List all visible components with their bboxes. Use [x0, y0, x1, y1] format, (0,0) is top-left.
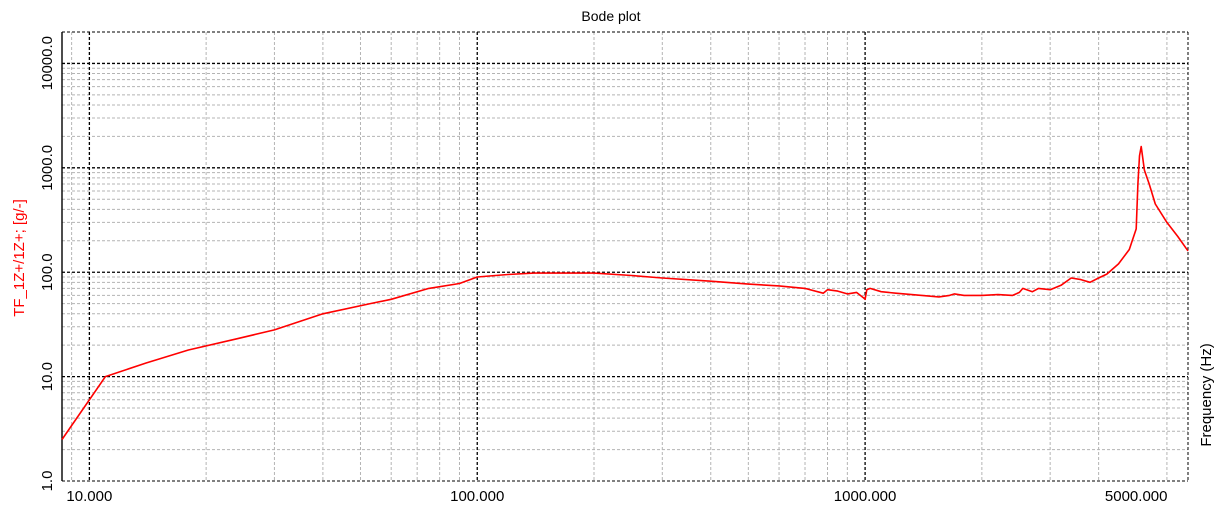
- y-tick-label: 10.0: [39, 362, 56, 391]
- y-tick-label: 1000.0: [39, 145, 56, 191]
- x-tick-label: 5000.000: [1105, 488, 1168, 505]
- x-tick-label: 10.000: [66, 488, 112, 505]
- y-tick-label: 10000.0: [39, 36, 56, 90]
- y-axis-title: TF_1Z+/1Z+; [g/-]: [11, 199, 28, 317]
- x-axis-title: Frequency (Hz): [1198, 343, 1215, 446]
- y-tick-label: 100.0: [39, 253, 56, 291]
- y-tick-label: 1.0: [39, 471, 56, 492]
- chart-title: Bode plot: [581, 8, 640, 24]
- x-tick-label: 1000.000: [834, 488, 897, 505]
- x-tick-label: 100.000: [450, 488, 504, 505]
